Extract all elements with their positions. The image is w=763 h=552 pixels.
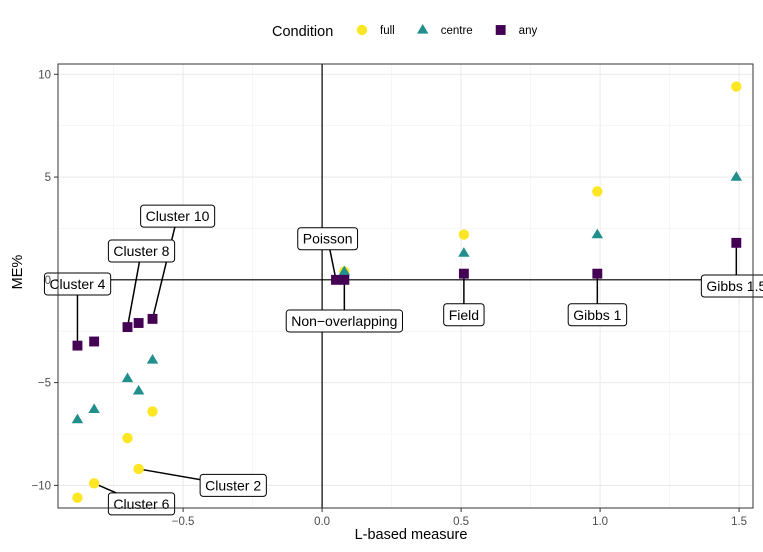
x-tick-label: 0.5 (453, 516, 469, 528)
legend-label: centre (441, 25, 473, 37)
x-tick-label: −0.5 (172, 516, 195, 528)
annotation-box (199, 473, 267, 497)
data-point-centre (71, 413, 84, 424)
annotation-text: Cluster 2 (205, 477, 261, 493)
annotation-text: Gibbs 1.5 (706, 278, 763, 294)
data-point-any (339, 274, 350, 285)
data-point-any (72, 340, 83, 351)
annotation-label: Cluster 10 (140, 204, 216, 228)
annotation-box (140, 204, 216, 228)
data-points (71, 81, 743, 503)
annotation-label: Cluster 2 (199, 473, 267, 497)
data-point-any (592, 268, 603, 279)
annotation-label: Non−overlapping (285, 309, 403, 333)
plot-panel: Cluster 10 Cluster 8 Cluster 4 Poisson Non−o… (43, 63, 763, 516)
data-point-centre (591, 228, 604, 239)
annotation-label: Cluster 8 (107, 239, 176, 263)
annotation-text: Cluster 6 (113, 496, 169, 512)
legend-item-full: full (356, 24, 395, 37)
annotation-box (700, 274, 763, 298)
x-tick-label: 0.0 (314, 516, 330, 528)
data-point-centre (730, 171, 743, 181)
annotation-text: Cluster 8 (113, 243, 169, 259)
annotation-label: Gibbs 1.5 (700, 274, 763, 298)
legend-key-centre (416, 24, 429, 34)
annotation-label: Cluster 4 (43, 272, 112, 296)
annotation-leader (151, 215, 179, 320)
data-point-full (592, 186, 603, 197)
annotation-label: Cluster 6 (107, 492, 176, 516)
x-tick-label: 1.5 (731, 516, 747, 528)
legend-item-any: any (495, 25, 538, 37)
legend-label: full (380, 25, 395, 37)
y-axis-title: ME% (10, 255, 26, 290)
data-point-full (133, 463, 144, 475)
annotation-box (43, 272, 112, 296)
data-point-full (147, 406, 158, 417)
data-point-any (147, 313, 158, 324)
y-tick-label: 10 (38, 69, 51, 81)
legend-key-any (495, 25, 506, 35)
annotation-labels: Cluster 10 Cluster 8 Cluster 4 Poisson Non−o… (43, 204, 763, 516)
x-tick-label: 1.0 (592, 516, 608, 528)
data-point-full (88, 478, 100, 489)
annotation-label: Gibbs 1 (567, 303, 628, 327)
annotation-leader (126, 250, 143, 328)
data-point-full (72, 492, 83, 503)
data-point-centre (121, 372, 134, 383)
annotation-box (297, 227, 359, 251)
legend-title: Condition (272, 24, 333, 40)
data-point-full (731, 81, 742, 92)
annotation-box (285, 309, 403, 333)
annotation-box (107, 492, 176, 516)
y-tick-label: −5 (38, 378, 51, 390)
annotation-box (443, 303, 485, 327)
annotation-label: Poisson (297, 227, 359, 251)
y-tick-label: −10 (31, 480, 51, 492)
data-point-centre (458, 247, 470, 257)
panel-background (58, 64, 753, 508)
panel-border (57, 63, 754, 509)
annotation-text: Cluster 10 (146, 208, 210, 224)
data-point-centre (88, 403, 100, 413)
data-point-full (122, 432, 133, 444)
legend-item-centre: centre (416, 24, 473, 37)
x-axis-title: L-based measure (355, 527, 468, 543)
y-axis-ticks: −10 −5 0 5 10 (31, 69, 58, 492)
data-point-any (731, 237, 742, 248)
x-axis-ticks: −0.5 0.0 0.5 1.0 1.5 (172, 508, 747, 528)
grid-minor (58, 64, 753, 508)
data-point-centre (146, 354, 159, 364)
legend-key-full (356, 24, 368, 36)
data-point-any (122, 322, 133, 333)
legend-label: any (519, 25, 538, 37)
y-tick-label: 5 (45, 172, 51, 184)
legend: Condition full centre any (272, 24, 537, 40)
y-tick-label: 0 (45, 275, 51, 287)
reference-lines (58, 64, 753, 508)
annotation-text: Field (449, 307, 479, 323)
data-point-any (331, 274, 341, 285)
legend-items: full centre any (356, 24, 538, 37)
data-point-any (458, 268, 469, 279)
annotation-label: Field (443, 303, 485, 327)
data-point-any (133, 318, 144, 328)
annotation-text: Gibbs 1 (573, 307, 621, 323)
annotation-box (107, 239, 176, 263)
annotation-text: Cluster 4 (49, 276, 105, 292)
data-point-full (458, 229, 470, 240)
annotation-box (567, 303, 628, 327)
annotation-text: Poisson (303, 231, 353, 247)
data-point-centre (338, 265, 351, 276)
data-point-any (89, 336, 100, 347)
data-point-centre (132, 384, 145, 395)
annotation-text: Non−overlapping (291, 313, 397, 329)
